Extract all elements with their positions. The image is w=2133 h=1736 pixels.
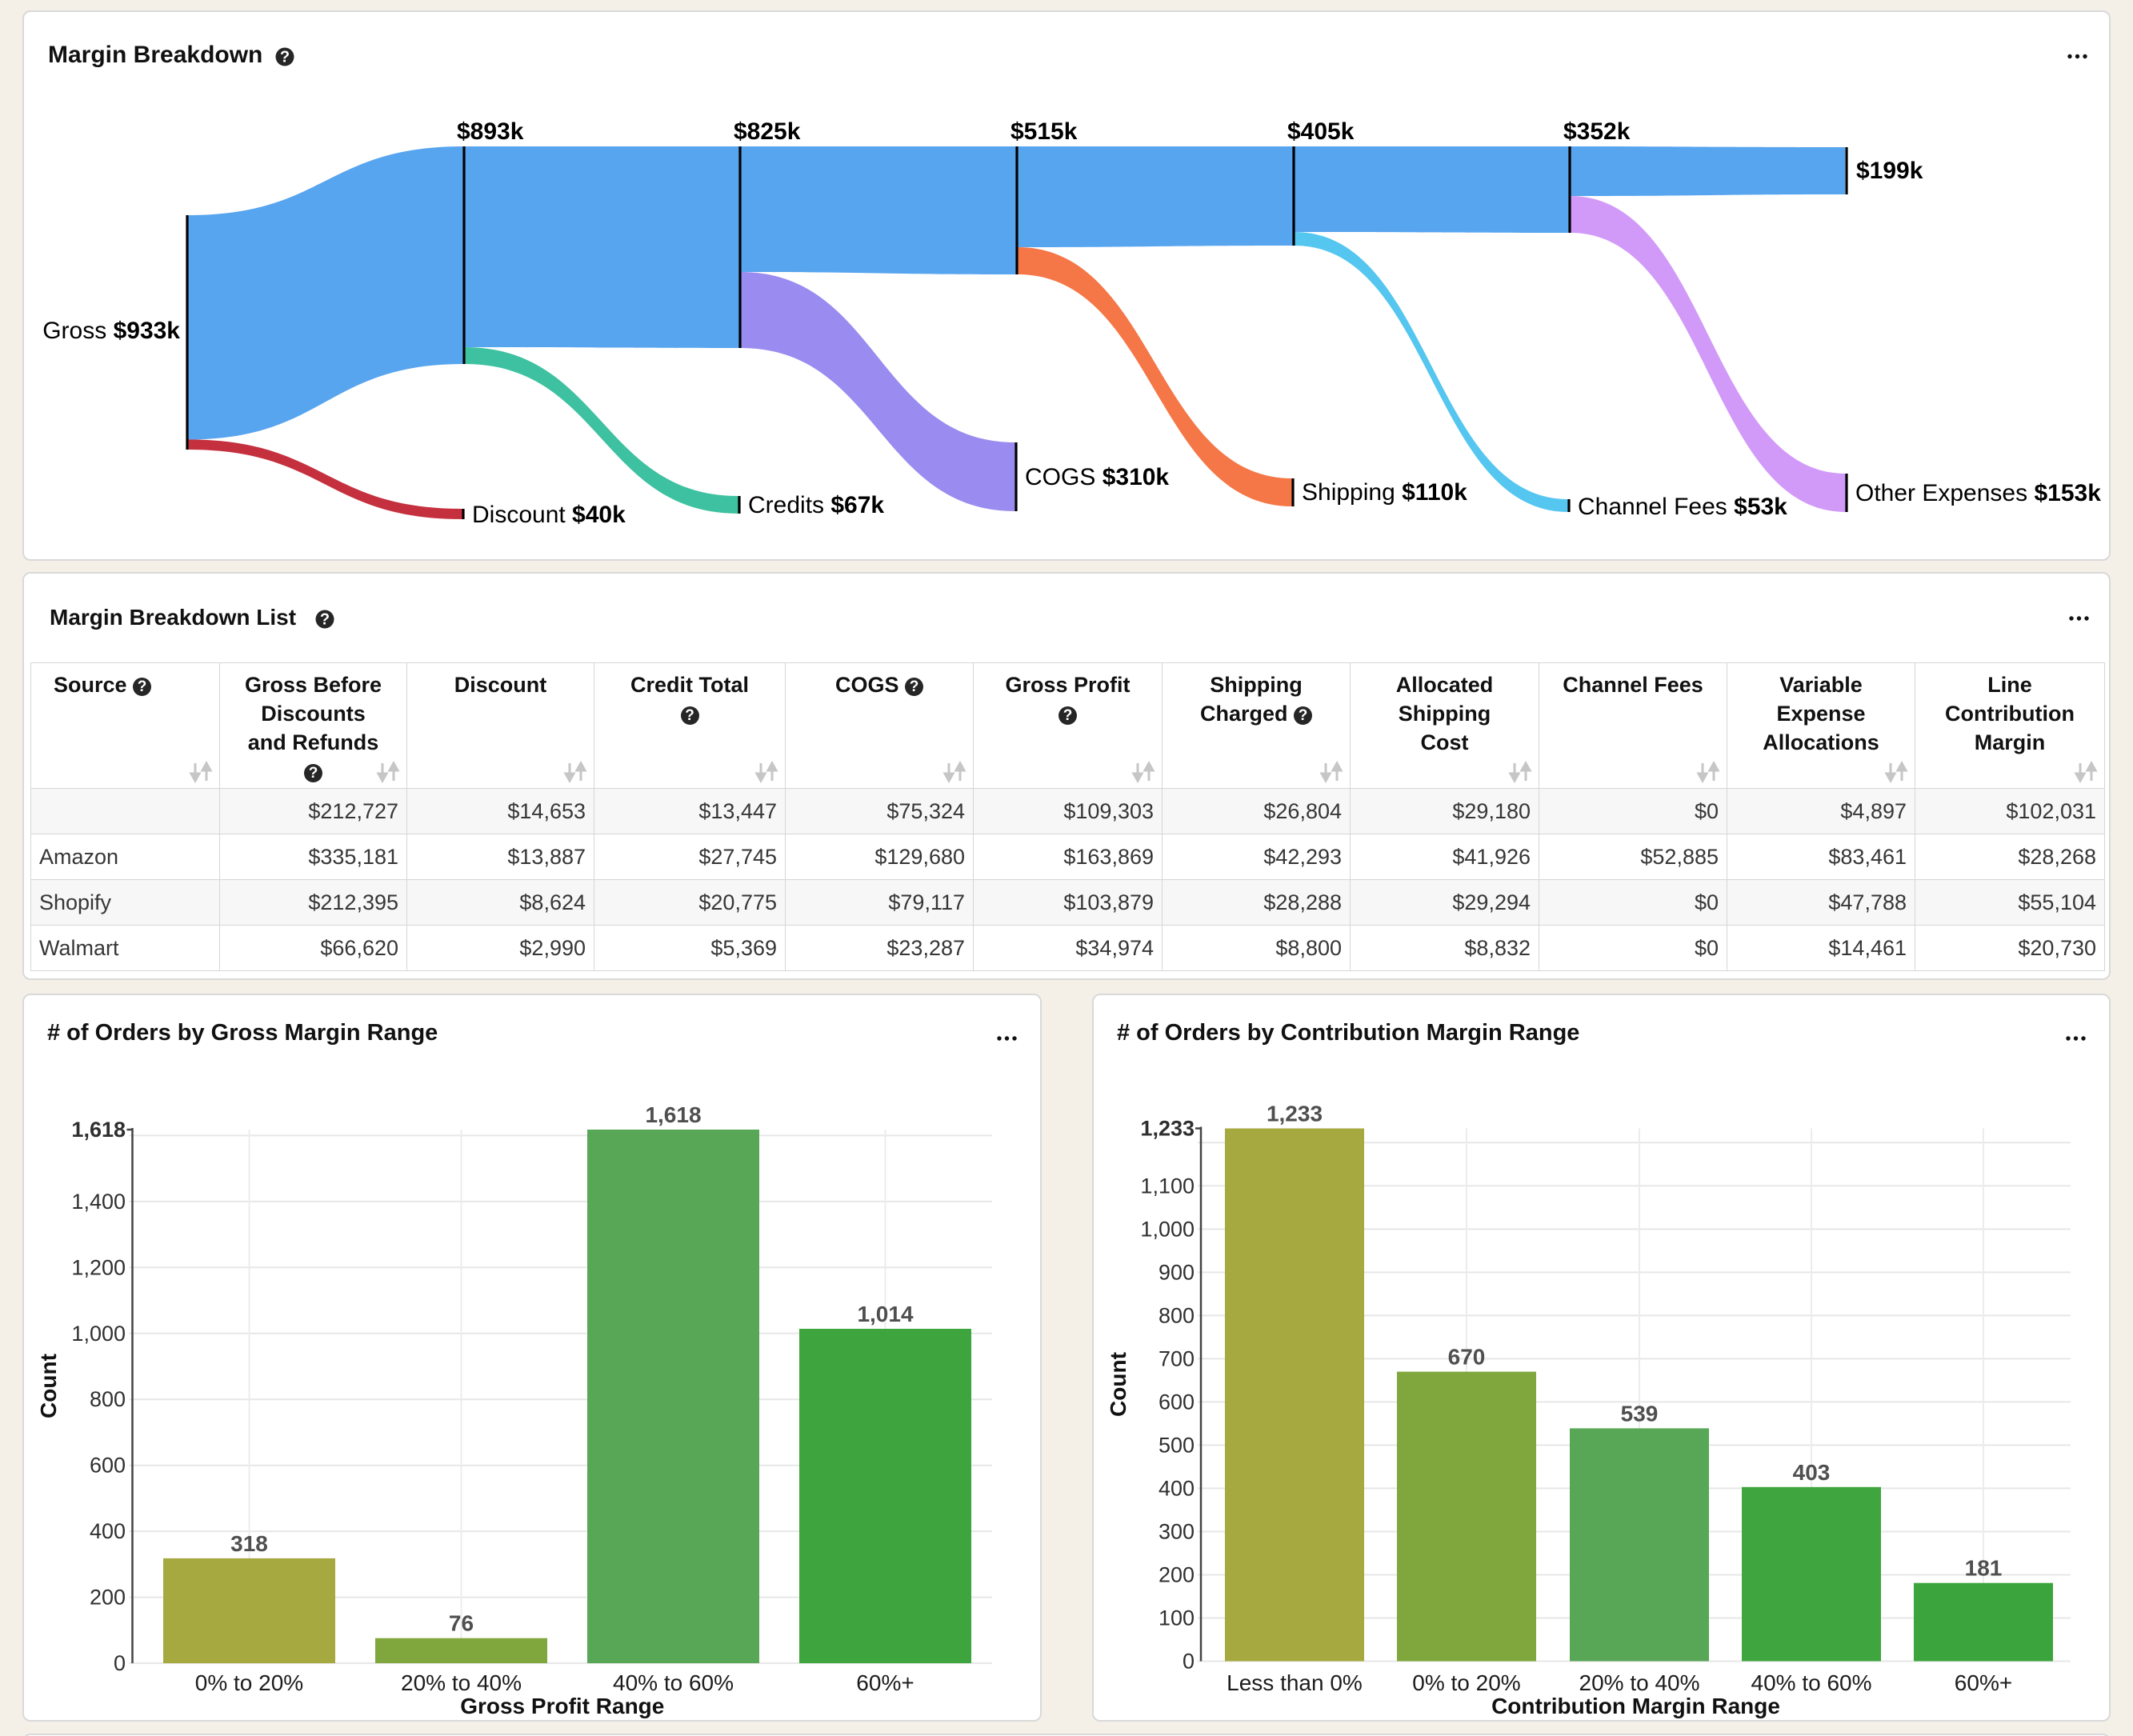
svg-text:Discount $40k: Discount $40k	[472, 502, 626, 528]
svg-text:181: 181	[1965, 1556, 2003, 1581]
svg-text:# of Orders by Gross Margin Ra: # of Orders by Gross Margin Range	[47, 1020, 438, 1046]
svg-text:1,400: 1,400	[71, 1190, 126, 1214]
svg-text:539: 539	[1621, 1401, 1659, 1426]
svg-text:20% to 40%: 20% to 40%	[401, 1670, 522, 1695]
svg-text:Channel Fees $53k: Channel Fees $53k	[1578, 494, 1787, 520]
svg-text:40% to 60%: 40% to 60%	[1751, 1670, 1872, 1695]
svg-text:1,233: 1,233	[1140, 1117, 1195, 1141]
svg-text:670: 670	[1448, 1345, 1486, 1370]
svg-text:100: 100	[1159, 1606, 1195, 1630]
svg-text:200: 200	[90, 1586, 126, 1610]
svg-text:900: 900	[1159, 1260, 1195, 1284]
svg-text:600: 600	[1159, 1390, 1195, 1414]
svg-text:0: 0	[1183, 1650, 1195, 1674]
svg-text:$893k: $893k	[457, 118, 524, 145]
svg-text:1,000: 1,000	[1140, 1217, 1195, 1241]
svg-text:800: 800	[90, 1387, 126, 1411]
svg-text:COGS $310k: COGS $310k	[1025, 464, 1169, 490]
svg-text:$405k: $405k	[1287, 118, 1355, 145]
svg-text:1,233: 1,233	[1267, 1102, 1323, 1126]
svg-text:Gross $933k: Gross $933k	[42, 318, 180, 344]
svg-text:1,200: 1,200	[71, 1255, 126, 1279]
svg-text:# of Orders by Contribution Ma: # of Orders by Contribution Margin Range	[1117, 1020, 1579, 1046]
svg-text:Margin Breakdown List: Margin Breakdown List	[50, 605, 296, 630]
svg-text:700: 700	[1159, 1346, 1195, 1370]
svg-text:1,100: 1,100	[1140, 1174, 1195, 1198]
svg-text:800: 800	[1159, 1303, 1195, 1327]
svg-text:Gross Profit Range: Gross Profit Range	[460, 1694, 664, 1718]
svg-text:?: ?	[320, 611, 330, 629]
svg-text:20% to 40%: 20% to 40%	[1579, 1670, 1700, 1695]
svg-text:$515k: $515k	[1010, 118, 1078, 145]
svg-text:1,014: 1,014	[857, 1302, 913, 1326]
svg-text:60%+: 60%+	[856, 1670, 914, 1695]
svg-text:1,618: 1,618	[71, 1118, 126, 1142]
svg-text:Credits $67k: Credits $67k	[748, 492, 884, 518]
svg-text:600: 600	[90, 1454, 126, 1478]
svg-text:Shipping $110k: Shipping $110k	[1302, 479, 1467, 506]
svg-text:40% to 60%: 40% to 60%	[613, 1670, 734, 1695]
svg-text:Margin Breakdown: Margin Breakdown	[48, 42, 262, 68]
svg-text:0% to 20%: 0% to 20%	[1412, 1670, 1520, 1695]
svg-text:?: ?	[280, 49, 290, 66]
svg-text:500: 500	[1159, 1433, 1195, 1457]
svg-text:76: 76	[449, 1611, 474, 1636]
svg-text:Count: Count	[1106, 1352, 1131, 1417]
svg-text:$825k: $825k	[734, 118, 801, 145]
svg-text:$352k: $352k	[1563, 118, 1631, 145]
svg-text:Count: Count	[36, 1354, 61, 1418]
svg-text:300: 300	[1159, 1520, 1195, 1544]
svg-text:60%+: 60%+	[1955, 1670, 2012, 1695]
svg-text:400: 400	[90, 1519, 126, 1543]
svg-text:318: 318	[230, 1531, 268, 1556]
svg-text:1,618: 1,618	[645, 1102, 701, 1127]
svg-text:403: 403	[1793, 1460, 1831, 1485]
svg-text:Less than 0%: Less than 0%	[1227, 1670, 1363, 1695]
svg-text:0% to 20%: 0% to 20%	[195, 1670, 303, 1695]
svg-text:0: 0	[114, 1651, 126, 1675]
svg-text:400: 400	[1159, 1476, 1195, 1500]
svg-text:Other Expenses $153k: Other Expenses $153k	[1855, 480, 2101, 506]
svg-text:Contribution Margin Range: Contribution Margin Range	[1491, 1694, 1780, 1718]
svg-text:200: 200	[1159, 1563, 1195, 1587]
svg-text:$199k: $199k	[1856, 158, 1923, 184]
svg-text:1,000: 1,000	[71, 1322, 126, 1346]
